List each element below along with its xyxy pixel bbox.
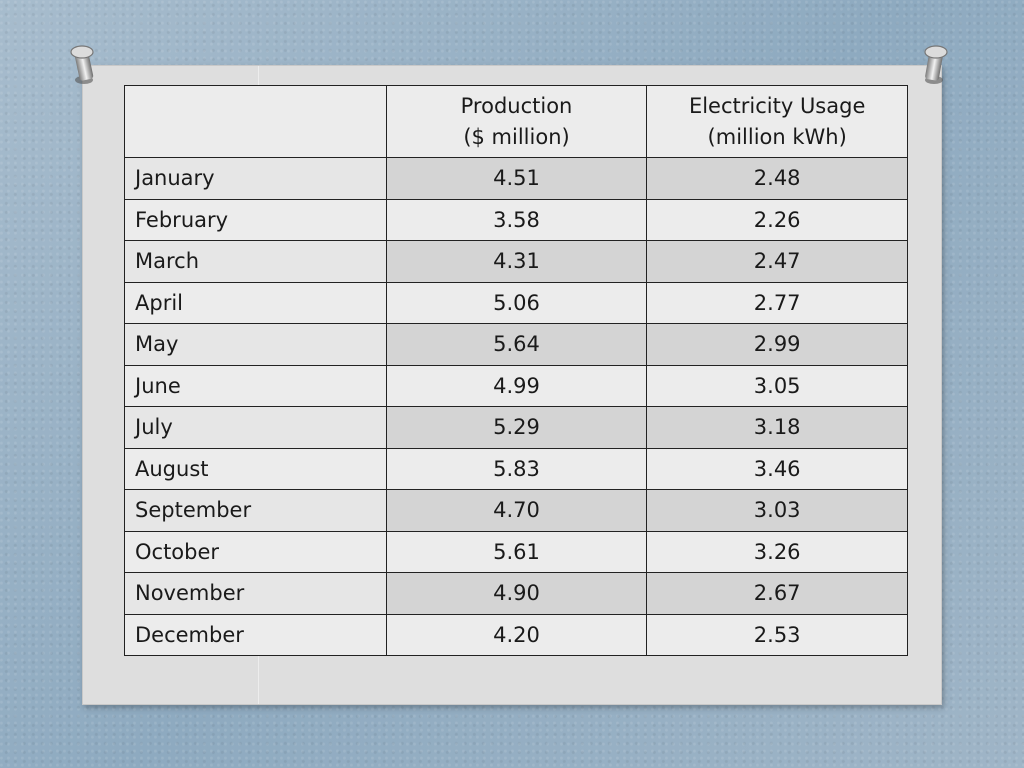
production-cell: 4.20 (385, 613, 648, 656)
month-cell: February (124, 198, 387, 241)
header-production: Production ($ million) (385, 85, 648, 158)
production-cell: 5.61 (385, 530, 648, 573)
month-cell: August (124, 447, 387, 490)
production-cell: 3.58 (385, 198, 648, 241)
electricity-cell: 2.67 (646, 572, 908, 615)
table-header-row: Production ($ million) Electricity Usage… (124, 85, 908, 158)
electricity-cell: 3.03 (646, 489, 908, 532)
month-cell: March (124, 240, 387, 283)
month-cell: November (124, 572, 387, 615)
production-cell: 5.64 (385, 323, 648, 366)
production-cell: 4.31 (385, 240, 648, 283)
table-row: September 4.70 3.03 (124, 489, 908, 532)
table-row: August 5.83 3.46 (124, 447, 908, 490)
month-cell: October (124, 530, 387, 573)
production-cell: 5.06 (385, 281, 648, 324)
header-electricity-unit: (million kWh) (707, 124, 847, 149)
header-blank-cell (124, 85, 387, 158)
electricity-cell: 2.48 (646, 157, 908, 200)
production-cell: 5.83 (385, 447, 648, 490)
table-row: February 3.58 2.26 (124, 198, 908, 241)
production-cell: 5.29 (385, 406, 648, 449)
header-production-unit: ($ million) (463, 124, 570, 149)
table-body: January 4.51 2.48 February 3.58 2.26 March 4.31… (124, 157, 908, 656)
table-row: November 4.90 2.67 (124, 572, 908, 615)
table-row: October 5.61 3.26 (124, 530, 908, 573)
production-cell: 4.99 (385, 364, 648, 407)
month-cell: April (124, 281, 387, 324)
electricity-cell: 2.26 (646, 198, 908, 241)
table-row: April 5.06 2.77 (124, 281, 908, 324)
electricity-cell: 2.53 (646, 613, 908, 656)
production-cell: 4.90 (385, 572, 648, 615)
month-cell: June (124, 364, 387, 407)
electricity-cell: 3.18 (646, 406, 908, 449)
electricity-cell: 3.05 (646, 364, 908, 407)
table-row: June 4.99 3.05 (124, 364, 908, 407)
table-row: March 4.31 2.47 (124, 240, 908, 283)
pushpin-icon (70, 45, 94, 84)
table-row: July 5.29 3.18 (124, 406, 908, 449)
header-production-title: Production (460, 93, 573, 118)
month-cell: September (124, 489, 387, 532)
electricity-cell: 2.47 (646, 240, 908, 283)
header-electricity: Electricity Usage (million kWh) (646, 85, 908, 158)
table-row: May 5.64 2.99 (124, 323, 908, 366)
month-cell: January (124, 157, 387, 200)
table-row: December 4.20 2.53 (124, 613, 908, 656)
production-cell: 4.51 (385, 157, 648, 200)
month-cell: July (124, 406, 387, 449)
electricity-cell: 2.77 (646, 281, 908, 324)
table-row: January 4.51 2.48 (124, 157, 908, 200)
pushpin-icon (924, 45, 948, 84)
month-cell: December (124, 613, 387, 656)
electricity-cell: 3.26 (646, 530, 908, 573)
production-cell: 4.70 (385, 489, 648, 532)
month-cell: May (124, 323, 387, 366)
electricity-cell: 2.99 (646, 323, 908, 366)
header-electricity-title: Electricity Usage (688, 93, 866, 118)
electricity-cell: 3.46 (646, 447, 908, 490)
production-electricity-table: Production ($ million) Electricity Usage… (124, 85, 908, 656)
